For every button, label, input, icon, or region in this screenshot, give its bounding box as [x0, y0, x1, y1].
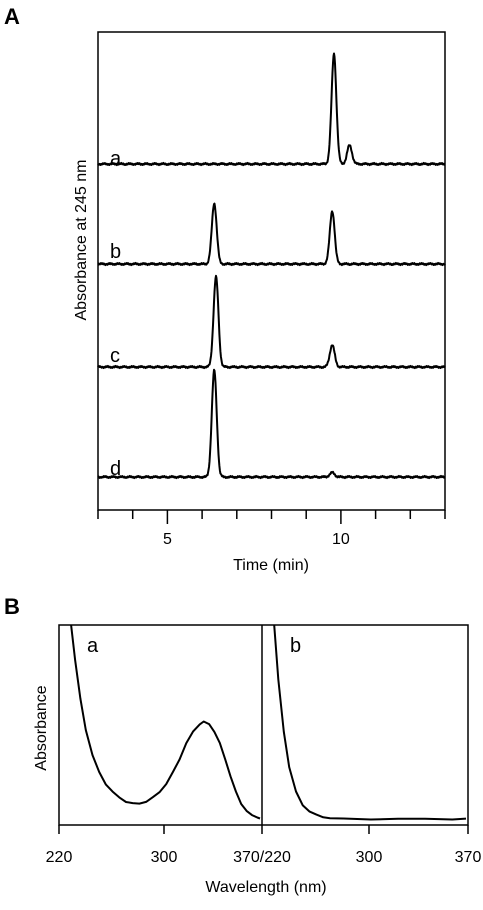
panel-b-plot-frame	[58, 624, 469, 826]
chromatogram-trace-d	[97, 368, 446, 480]
x-tick-label: 300	[151, 849, 178, 866]
chromatogram-trace-b	[97, 202, 446, 267]
panel-b-y-axis-title: Absorbance	[33, 685, 50, 770]
spectrum-trace-b	[273, 624, 467, 821]
spectrum-label-a: a	[87, 635, 99, 657]
panel-b-label: B	[4, 594, 20, 619]
x-tick-label: 10	[332, 531, 350, 548]
x-tick-label: 370	[455, 849, 482, 866]
panel-a-y-axis-title: Absorbance at 245 nm	[73, 160, 90, 321]
panel-b-x-ticks: 220 300 370/220 300 370	[46, 825, 482, 866]
trace-label-a: a	[110, 148, 122, 170]
chromatogram-trace-a	[97, 52, 446, 167]
x-tick-label: 220	[46, 849, 73, 866]
panel-a-x-ticks: 5 10	[97, 510, 446, 548]
trace-label-b: b	[110, 241, 121, 263]
panel-a-traces: a b c d	[97, 52, 446, 480]
spectrum-label-b: b	[290, 635, 301, 657]
chromatogram-trace-c	[97, 274, 446, 370]
trace-label-c: c	[110, 345, 120, 367]
x-tick-label: 300	[356, 849, 383, 866]
x-tick-label: 5	[163, 531, 172, 548]
panel-b-x-axis-title: Wavelength (nm)	[205, 879, 326, 896]
panel-a-plot-frame	[97, 31, 446, 511]
trace-label-d: d	[110, 458, 121, 480]
x-tick-label: 370/220	[233, 849, 291, 866]
panel-a-chromatogram: 5 10 a b c d Time (min) Absorbance at 245 nm	[73, 31, 446, 574]
panel-a-label: A	[4, 4, 20, 29]
spectrum-trace-a	[70, 624, 261, 820]
panel-a-x-axis-title: Time (min)	[233, 557, 309, 574]
